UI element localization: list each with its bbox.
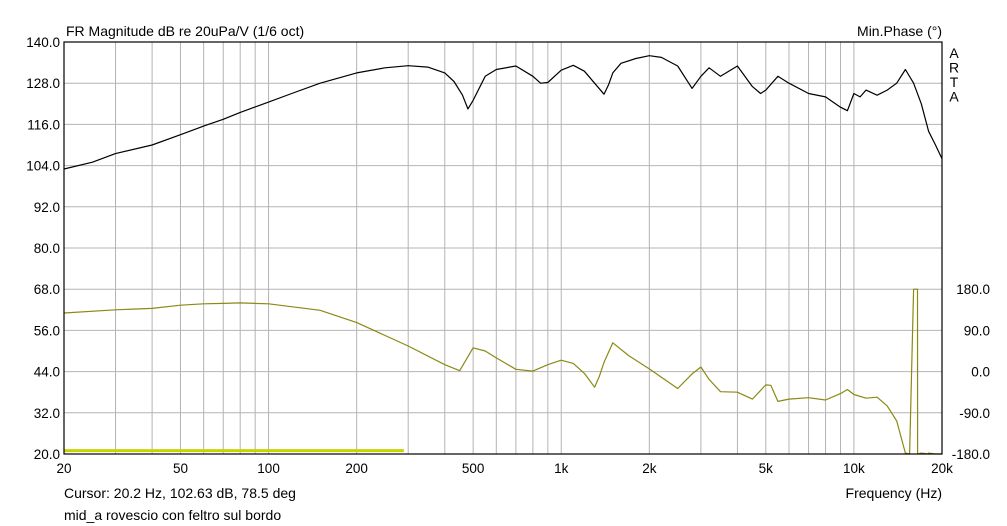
x-tick-label: 500 [462,461,485,476]
phase-tick-label: 180.0 [956,282,990,297]
arta-logo-letter: A [949,45,959,61]
series-layer [63,55,943,455]
y-tick-label: 92.0 [34,200,60,215]
arta-logo-letter: R [949,60,959,76]
chart-title: FR Magnitude dB re 20uPa/V (1/6 oct) [66,23,304,39]
cursor-readout: Cursor: 20.2 Hz, 102.63 dB, 78.5 deg [64,485,296,501]
x-tick-label: 10k [843,461,865,476]
x-tick-label: 200 [345,461,368,476]
magnitude-curve [63,55,943,170]
phase-tick-label: 90.0 [964,323,990,338]
x-tick-label: 5k [759,461,774,476]
y-tick-label: 44.0 [34,365,60,380]
y-tick-label: 104.0 [26,159,60,174]
y-tick-label: 116.0 [27,117,60,132]
phase-tick-label: 0.0 [971,365,990,380]
y-tick-label: 140.0 [26,35,60,50]
arta-logo-letter: T [950,74,959,90]
grid-lines [64,41,942,455]
x-tick-label: 1k [554,461,569,476]
plot-frame [63,41,943,455]
y-tick-label: 80.0 [34,241,60,256]
phase-tick-label: -90.0 [959,406,990,421]
tick-labels: 140.0 128.0 116.0 104.0 92.0 80.0 68.0 56.0 44.0… [26,35,990,476]
y-tick-label: 56.0 [34,323,60,338]
arta-logo-letter: A [949,89,959,105]
phase-axis-title: Min.Phase (°) [857,23,942,39]
x-tick-label: 2k [642,461,657,476]
y-tick-label: 20.0 [34,447,60,462]
y-tick-label: 32.0 [34,406,60,421]
measurement-name: mid_a rovescio con feltro sul bordo [64,507,282,523]
phase-tick-label: -180.0 [952,447,990,462]
x-tick-label: 100 [257,461,280,476]
x-tick-label: 50 [173,461,188,476]
x-tick-label: 20 [56,461,71,476]
y-tick-label: 68.0 [34,282,60,297]
x-tick-label: 20k [931,461,953,476]
y-tick-label: 128.0 [26,76,60,91]
x-axis-label: Frequency (Hz) [846,485,942,501]
